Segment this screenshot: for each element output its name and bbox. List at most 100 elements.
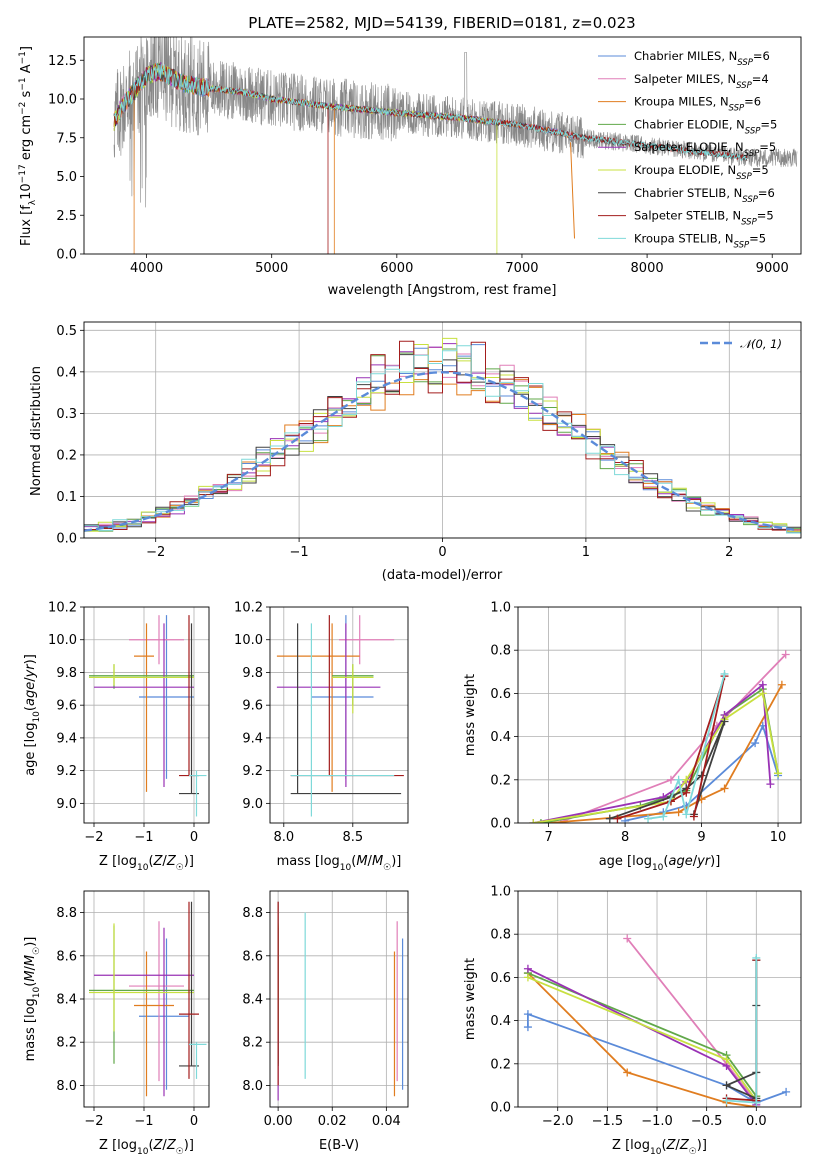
weight-vs-age-ylabel: mass weight (463, 674, 478, 756)
spectrum-ylabel: Flux [fλ10−17 erg cm−2 s−1 A−1] (18, 46, 38, 246)
weight-marker (529, 819, 538, 823)
weight-vs-age-xlabel: age [log10(age/yr)] (599, 854, 721, 873)
spectrum-legend: Chabrier MILES, NSSP=6 Salpeter MILES, NS… (598, 49, 777, 250)
spectrum-xlabel: wavelength [Angstrom, rest frame] (328, 283, 557, 298)
x-tick-label: −1 (134, 1114, 153, 1129)
weight-marker (674, 775, 683, 784)
weight-marker (774, 769, 783, 778)
x-tick-label: 1 (582, 545, 590, 560)
weight-marker (623, 1068, 632, 1077)
y-tick-label: 8.4 (56, 993, 77, 1008)
weight-marker (644, 814, 653, 823)
weight-line (609, 721, 726, 820)
mass-vs-Z-xlabel: Z [log10(Z/Z☉)] (99, 1138, 194, 1157)
weight-marker (666, 775, 675, 784)
y-tick-label: 12.5 (48, 54, 77, 69)
weight-marker (523, 973, 532, 982)
y-tick-label: 0.6 (490, 687, 511, 702)
y-tick-label: 0.2 (490, 773, 511, 788)
y-tick-label: 10.0 (48, 633, 77, 648)
weight-marker (682, 788, 691, 797)
y-tick-label: 0.0 (490, 1101, 511, 1116)
weight-marker (722, 1096, 731, 1105)
legend-label-kroupa-stelib: Kroupa STELIB, NSSP=5 (634, 231, 766, 250)
spectrum-model-kroupa-stelib (113, 63, 748, 162)
spectrum-frame (83, 36, 802, 255)
y-tick-label: 0.6 (490, 971, 511, 986)
y-tick-label: 9.0 (56, 797, 77, 812)
x-tick-label: −1.5 (592, 1114, 624, 1129)
residuals-xlabel: (data-model)/error (382, 568, 503, 583)
y-tick-label: 8.6 (242, 949, 263, 964)
y-tick-label: 9.8 (56, 666, 77, 681)
weight-marker (536, 819, 545, 823)
point-kroupa-stelib (189, 1042, 207, 1079)
weight-marker (751, 739, 760, 748)
weight-marker (682, 775, 691, 784)
y-tick-label: 0.4 (490, 1014, 511, 1029)
weight-line (527, 972, 757, 1107)
x-tick-label: −1 (134, 830, 153, 845)
y-tick-label: 5.0 (56, 170, 77, 185)
point-chabrier-elodie (89, 925, 194, 1064)
y-tick-label: 1.0 (490, 601, 511, 616)
weight-vs-Z-panel: −2.0 −1.5 −1.0 −0.5 0.0 0.0 0.2 0.4 0.6 0.8 1.0 Z [… (463, 885, 802, 1157)
weight-marker (720, 784, 729, 793)
x-tick-label: 2 (725, 545, 733, 560)
point-kroupa-stelib (189, 770, 207, 817)
y-tick-label: 8.4 (242, 993, 263, 1008)
x-tick-label: 8000 (631, 261, 664, 276)
legend-label-chabrier-elodie: Chabrier ELODIE, NSSP=5 (634, 117, 777, 136)
point-salpeter-elodie (276, 623, 381, 787)
point-salpeter-miles (129, 921, 184, 1082)
x-tick-label: 5000 (255, 261, 288, 276)
y-tick-label: 10.0 (48, 93, 77, 108)
age-vs-Z-plot-area (84, 607, 209, 823)
weight-marker (722, 1055, 731, 1064)
mass-vs-EBV-panel: 0.00 0.02 0.04 8.0 8.2 8.4 8.6 8.8 E(B-V) (242, 890, 409, 1153)
age-vs-mass-panel: 8.0 8.5 9.0 9.2 9.4 9.6 9.8 10.0 10.2 mass [log10… (234, 601, 409, 873)
weight-marker (523, 964, 532, 973)
weight-marker (722, 1081, 731, 1090)
weight-marker (752, 953, 761, 962)
weight-marker (781, 650, 790, 659)
x-tick-label: −2 (84, 1114, 103, 1129)
legend-label-salpeter-miles: Salpeter MILES, NSSP=4 (634, 72, 769, 91)
y-tick-label: 9.4 (56, 731, 77, 746)
weight-vs-Z-frame (517, 890, 802, 1108)
y-tick-label: 8.2 (242, 1036, 263, 1051)
age-vs-mass-xlabel: mass [log10(M/M☉)] (277, 854, 402, 873)
normal-curve (84, 371, 799, 532)
y-tick-label: 10.0 (234, 633, 263, 648)
y-tick-label: 9.4 (242, 731, 263, 746)
y-tick-label: 9.8 (242, 666, 263, 681)
y-tick-label: 0.2 (56, 448, 77, 463)
weight-marker (659, 812, 668, 821)
y-tick-label: 2.5 (56, 209, 77, 224)
legend-label-normal: 𝒩(0, 1) (740, 337, 782, 351)
y-tick-label: 0.0 (56, 532, 77, 547)
age-vs-mass-frame (269, 606, 409, 824)
legend-label-kroupa-miles: Kroupa MILES, NSSP=6 (634, 95, 761, 114)
y-tick-label: 8.2 (56, 1036, 77, 1051)
spectrum-edge-drop (570, 142, 576, 239)
mass-vs-EBV-xlabel: E(B-V) (319, 1138, 359, 1153)
y-tick-label: 9.2 (242, 764, 263, 779)
x-tick-label: 7 (544, 830, 552, 845)
y-tick-label: 10.2 (234, 601, 263, 616)
age-vs-Z-panel: −2 −1 0 9.0 9.2 9.4 9.6 9.8 10.0 10.2 Z [log10(Z/Z… (23, 601, 210, 873)
weight-marker (758, 689, 767, 698)
weight-line (527, 976, 758, 1102)
y-tick-label: 0.2 (490, 1057, 511, 1072)
residuals-ylabel: Normed distribution (29, 366, 44, 496)
point-salpeter-stelib (179, 901, 199, 1079)
weight-vs-age-frame (517, 606, 802, 824)
x-tick-label: 8.5 (342, 830, 363, 845)
weight-series-kroupa-stelib (722, 953, 761, 1107)
weight-vs-Z-plot-area (518, 891, 801, 1107)
x-tick-label: −1.0 (641, 1114, 673, 1129)
x-tick-label: 8.0 (273, 830, 294, 845)
weight-marker (523, 1023, 532, 1032)
weight-vs-age-plot-area (518, 607, 801, 823)
x-tick-label: 0.04 (372, 1114, 401, 1129)
